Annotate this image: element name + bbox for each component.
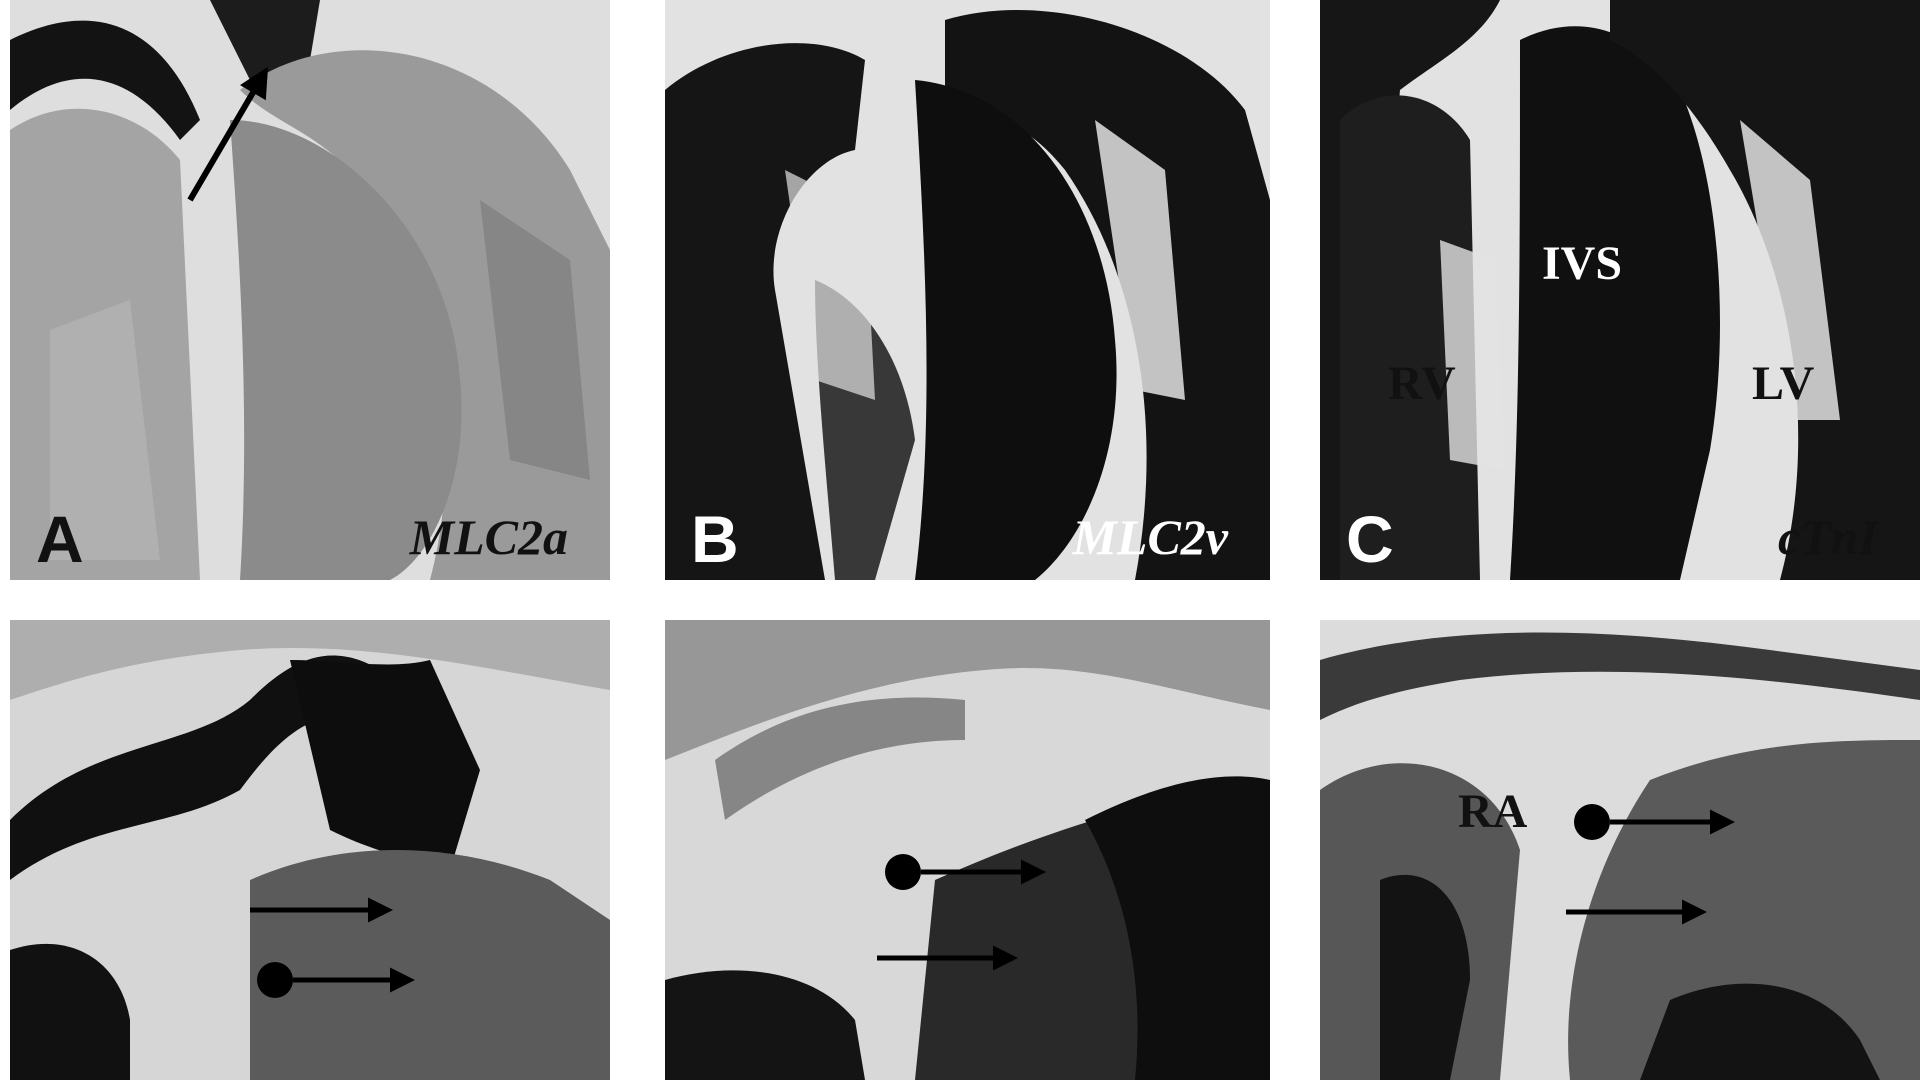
panel-c-label-ivs: IVS (1542, 237, 1623, 290)
panel-b-letter: B (691, 502, 739, 576)
panel-a-image (10, 0, 610, 580)
panel-b-bottom-image (665, 620, 1270, 1080)
panel-c-bottom-image (1320, 620, 1920, 1080)
panel-b-gene-label: MLC2v (1072, 509, 1228, 565)
panel-c-letter: C (1346, 502, 1394, 576)
panel-a-bottom-image (10, 620, 610, 1080)
panel-a-letter: A (36, 502, 84, 576)
panel-c-gene-label: cTnI (1778, 509, 1878, 565)
panel-c-image (1320, 0, 1920, 580)
panel-b-bottom (665, 620, 1270, 1080)
panel-c-label-rv: RV (1388, 357, 1456, 410)
panel-b-image (665, 0, 1270, 580)
panel-a: A MLC2a (10, 0, 610, 580)
panel-c-bottom-label-ra: RA (1458, 785, 1528, 838)
panel-a-gene-label: MLC2a (409, 509, 568, 565)
panel-b: B MLC2v (665, 0, 1270, 580)
panel-c-bottom: RA (1320, 620, 1920, 1080)
panel-a-bottom (10, 620, 610, 1080)
panel-c-label-lv: LV (1752, 357, 1815, 410)
panel-c: IVS RV LV C cTnI (1320, 0, 1920, 580)
